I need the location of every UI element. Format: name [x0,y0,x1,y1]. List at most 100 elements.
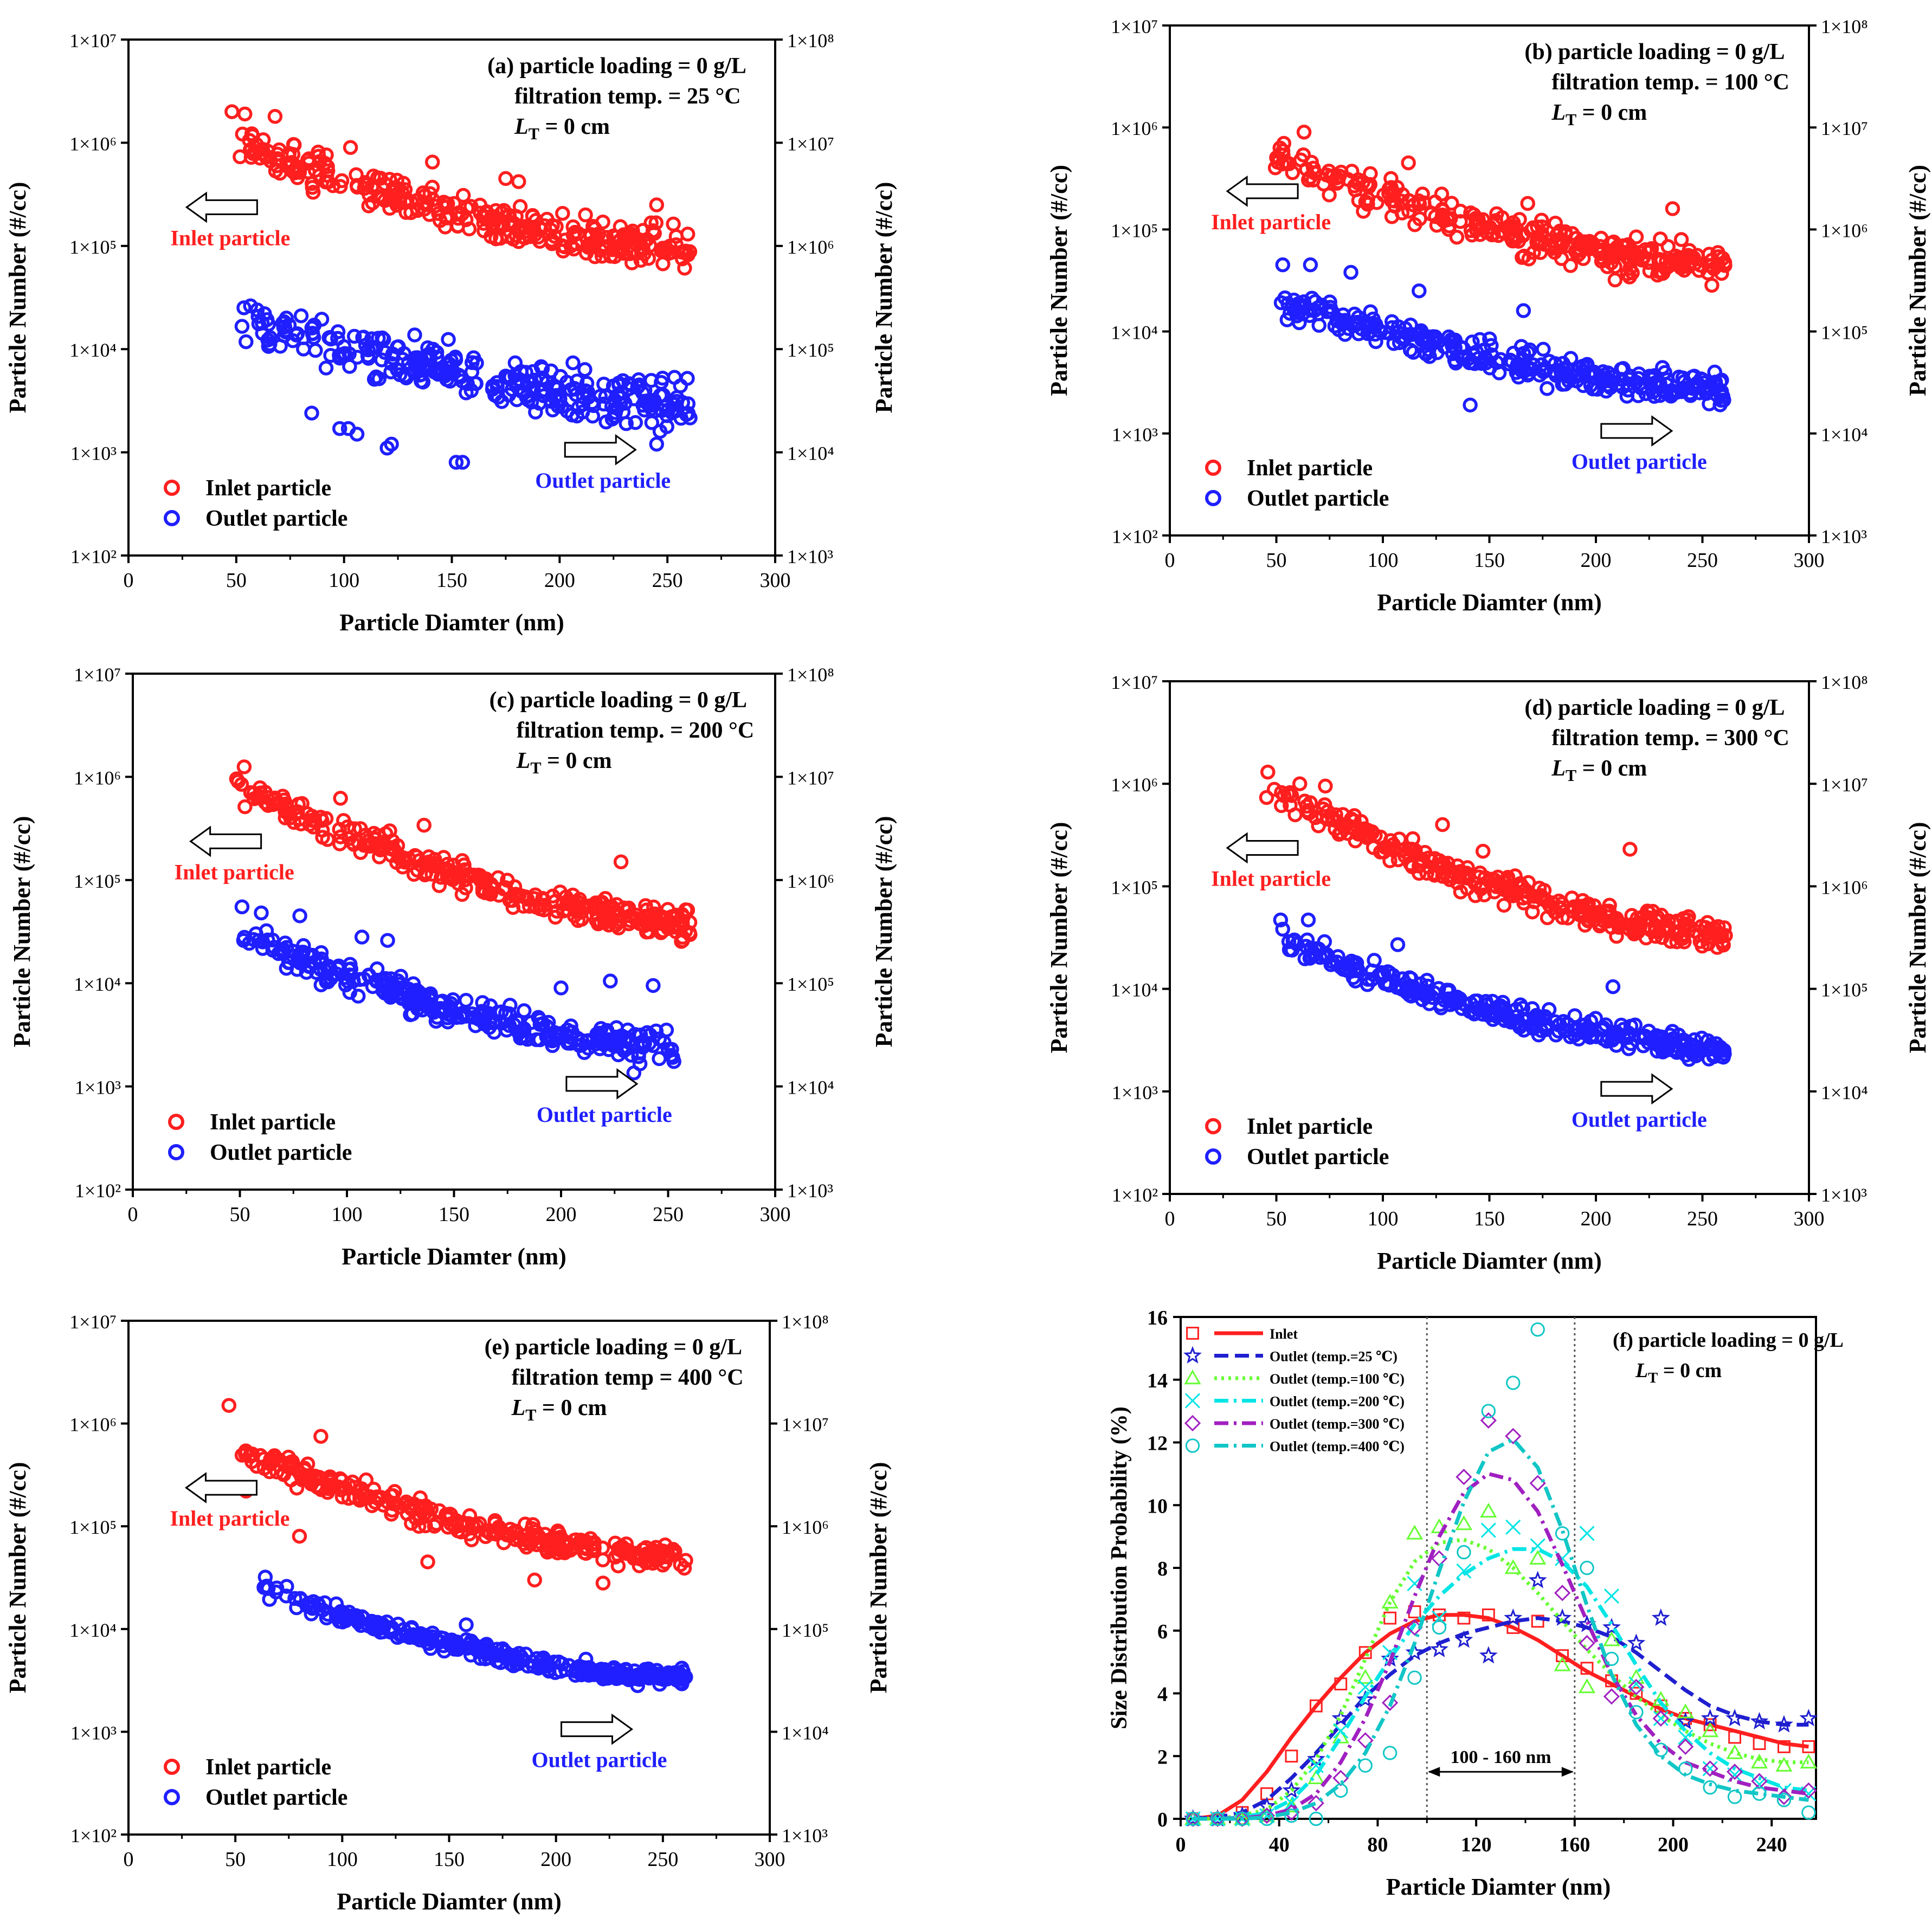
point-marker-cross [1678,1729,1693,1745]
data-point [652,1671,667,1686]
data-point [345,1474,360,1490]
legend-label: Inlet [1270,1326,1298,1342]
data-point [1534,226,1550,241]
point-marker-triangle [1357,1669,1374,1684]
cross-stroke [1456,1563,1472,1579]
data-point [479,1637,494,1652]
data-point [239,334,254,350]
data-point [1704,253,1720,268]
data-point [366,340,382,355]
y-left-axis-title: Particle Number (#/cc) [1046,822,1072,1054]
x-tick-label: 250 [647,1848,678,1871]
data-point [1571,904,1586,920]
x-tick-label: 150 [439,1203,469,1226]
data-point [406,867,422,882]
data-point [1299,798,1315,814]
series-inlet [1267,125,1733,293]
point-marker-square [1778,1740,1791,1753]
data-point-outlier [420,1554,435,1570]
x-tick-label: 300 [760,1203,791,1226]
y-right-tick-label: 1×10⁶ [782,1516,829,1538]
data-point [1429,332,1444,347]
data-point [1402,343,1418,358]
point-marker-diamond [1258,1807,1276,1824]
y-right-tick-label: 1×10³ [787,1180,833,1202]
data-point [423,1501,439,1517]
data-point [1601,1030,1617,1045]
cross-stroke [1653,1710,1669,1726]
y-left-tick-label: 1×10⁵ [1111,876,1158,898]
point-marker-square [1482,1608,1495,1622]
legend-label: Outlet (temp.=300 ℃) [1270,1416,1405,1432]
y-right-axis-title: Particle Number (#/cc) [871,816,897,1048]
point-marker-diamond [1800,1782,1817,1799]
data-point [254,315,270,331]
point-marker-diamond [1480,1412,1497,1429]
data-point-outlier [1343,264,1358,280]
point-marker-circle [1776,1793,1792,1807]
data-point [350,989,366,1004]
data-point [387,1484,402,1499]
x-tick-label: 200 [544,569,575,592]
data-point [358,1472,374,1488]
data-point [1715,389,1731,404]
data-point [1586,905,1601,920]
data-point [1304,154,1319,170]
data-point-outlier [384,436,399,452]
data-point [1717,920,1732,935]
data-point [528,404,543,420]
inlet-left-arrow [1226,175,1299,207]
data-point [366,825,382,841]
data-point [1484,338,1499,353]
series-inlet [1259,764,1733,955]
y-right-tick-label: 1×10⁴ [782,1722,829,1743]
data-point [236,300,252,315]
point-marker-diamond [1456,1469,1472,1486]
y-left-tick-label: 1×10⁶ [74,767,121,789]
data-point [1665,915,1681,931]
y-left-tick-label: 1×10⁵ [74,870,121,892]
point-marker-triangle [1702,1722,1719,1738]
data-point [1434,211,1450,227]
cross-stroke [1259,1808,1275,1824]
annotation-rest: = 0 cm [539,114,610,139]
data-point [459,385,474,401]
data-point [1515,879,1530,894]
data-point [296,341,311,357]
legend-label: Outlet particle [1247,1145,1389,1170]
data-point-outlier [1275,257,1291,273]
data-point [608,405,623,420]
panel-annotation-line: (f) particle loading = 0 g/L [1613,1329,1844,1352]
data-point [628,415,643,430]
data-point [1701,265,1716,281]
point-marker-star [1799,1708,1818,1727]
data-point [1259,790,1274,805]
data-point [589,900,604,915]
y-right-tick-label: 1×10³ [782,1825,828,1846]
data-point [680,227,695,242]
data-point [655,371,671,386]
data-point [1577,918,1593,933]
data-point [333,829,349,844]
data-point-outlier [455,455,471,470]
point-marker-circle [1284,1809,1299,1823]
data-point [255,145,271,161]
data-point [1449,229,1465,245]
data-point [284,1457,299,1473]
x-tick-label: 100 [329,569,359,592]
data-point [583,1667,598,1682]
data-point [305,326,320,341]
point-marker-diamond [1702,1760,1718,1777]
data-point-outlier [527,1572,542,1588]
y-right-tick-label: 1×10³ [787,546,833,567]
x-tick-label: 50 [230,1203,250,1226]
data-point [568,1664,583,1679]
data-point [511,222,527,237]
data-point [652,424,668,439]
data-point [1330,949,1345,964]
data-point-outlier [343,140,358,155]
x-tick-label: 40 [1269,1833,1290,1856]
data-point [497,880,512,896]
data-point [1505,233,1521,249]
point-marker-square [1285,1749,1298,1763]
